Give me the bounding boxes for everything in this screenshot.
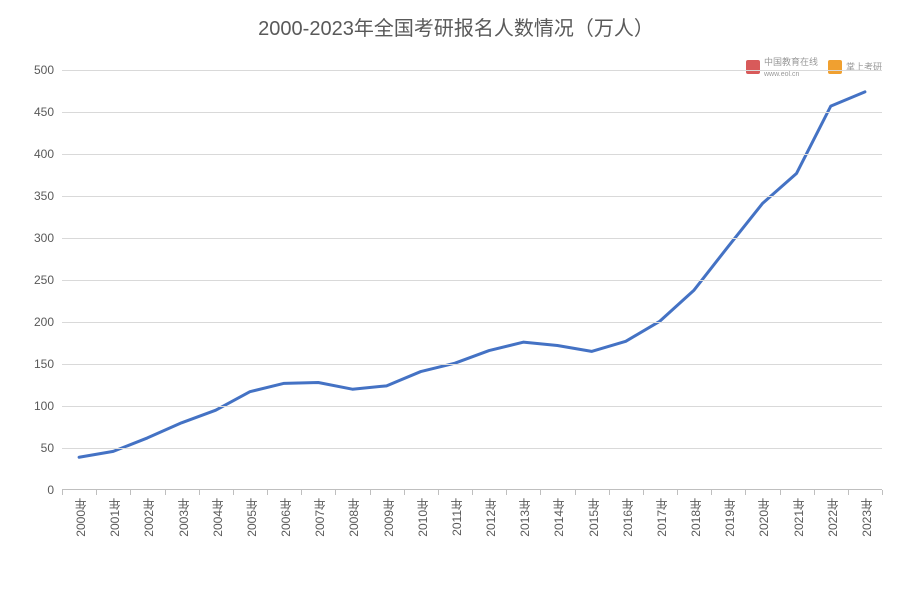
chart-container: 2000-2023年全国考研报名人数情况（万人） 中国教育在线 www.eol.… (0, 0, 912, 590)
plot-area (62, 70, 882, 490)
gridline (62, 154, 882, 155)
x-axis-tick-label: 2003年 (175, 498, 192, 537)
x-axis-tick (882, 490, 883, 495)
x-axis-tick (506, 490, 507, 495)
y-axis-tick-label: 350 (14, 189, 54, 203)
data-line (79, 92, 865, 457)
x-axis-tick-label: 2020年 (755, 498, 772, 537)
x-axis-tick-label: 2008年 (345, 498, 362, 537)
y-axis-tick-label: 250 (14, 273, 54, 287)
y-axis-tick-label: 500 (14, 63, 54, 77)
x-axis-tick-label: 2004年 (209, 498, 226, 537)
x-axis-tick-label: 2009年 (380, 498, 397, 537)
y-axis-tick-label: 150 (14, 357, 54, 371)
x-axis-tick (438, 490, 439, 495)
y-axis-tick-label: 0 (14, 483, 54, 497)
y-axis-tick-label: 450 (14, 105, 54, 119)
y-axis-tick-label: 50 (14, 441, 54, 455)
x-axis-tick-label: 2005年 (243, 498, 260, 537)
x-axis-tick (165, 490, 166, 495)
x-axis-tick (643, 490, 644, 495)
x-axis-tick-label: 2007年 (311, 498, 328, 537)
gridline (62, 406, 882, 407)
y-axis-tick-label: 300 (14, 231, 54, 245)
x-axis-tick-label: 2016年 (619, 498, 636, 537)
x-axis-tick-label: 2018年 (687, 498, 704, 537)
x-axis-tick (540, 490, 541, 495)
gridline (62, 280, 882, 281)
x-axis-tick (301, 490, 302, 495)
x-axis-tick-label: 2012年 (482, 498, 499, 537)
gridline (62, 238, 882, 239)
x-axis-tick (814, 490, 815, 495)
x-axis-labels: 2000年 2001年 2002年 2003年 2004年 2005年 2006年 2007年… (62, 498, 882, 578)
gridline (62, 196, 882, 197)
x-axis-tick-label: 2015年 (585, 498, 602, 537)
x-axis-tick-label: 2022年 (824, 498, 841, 537)
x-axis-tick-label: 2001年 (106, 498, 123, 537)
x-axis-tick (62, 490, 63, 495)
gridline (62, 322, 882, 323)
x-axis-tick-label: 2021年 (790, 498, 807, 537)
x-axis-tick (267, 490, 268, 495)
x-axis-tick-label: 2010年 (414, 498, 431, 537)
chart-title: 2000-2023年全国考研报名人数情况（万人） (0, 12, 912, 41)
gridline (62, 112, 882, 113)
x-axis-tick-label: 2013年 (516, 498, 533, 537)
x-axis-tick (370, 490, 371, 495)
x-axis-tick (609, 490, 610, 495)
y-axis-tick-label: 400 (14, 147, 54, 161)
x-axis-tick-label: 2014年 (550, 498, 567, 537)
gridline (62, 448, 882, 449)
watermark-label: 中国教育在线 (764, 57, 818, 67)
x-axis-tick-label: 2023年 (858, 498, 875, 537)
x-axis-tick-label: 2011年 (448, 498, 465, 536)
x-axis-tick (96, 490, 97, 495)
x-axis-tick (130, 490, 131, 495)
x-axis-tick (848, 490, 849, 495)
x-axis-tick-label: 2000年 (72, 498, 89, 537)
x-axis-tick-label: 2017年 (653, 498, 670, 537)
x-axis-tick (711, 490, 712, 495)
x-axis-tick (472, 490, 473, 495)
x-axis-tick (780, 490, 781, 495)
gridline (62, 70, 882, 71)
y-axis-tick-label: 200 (14, 315, 54, 329)
x-axis-tick-label: 2006年 (277, 498, 294, 537)
x-axis-tick (233, 490, 234, 495)
x-axis-tick (745, 490, 746, 495)
x-axis-tick-label: 2019年 (721, 498, 738, 537)
x-axis-tick (335, 490, 336, 495)
gridline (62, 364, 882, 365)
x-axis-tick (575, 490, 576, 495)
x-axis-tick (404, 490, 405, 495)
x-axis-tick (199, 490, 200, 495)
x-axis-tick (677, 490, 678, 495)
x-axis-tick-label: 2002年 (140, 498, 157, 537)
y-axis-tick-label: 100 (14, 399, 54, 413)
